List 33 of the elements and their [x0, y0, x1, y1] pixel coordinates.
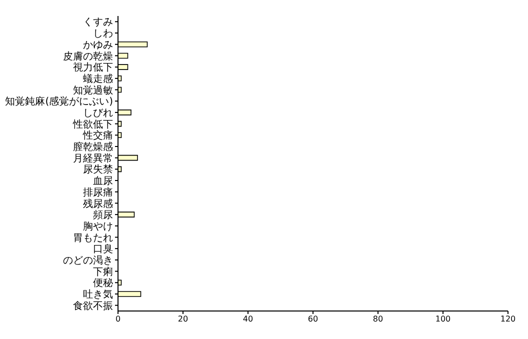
- y-tick-label: 胃もたれ: [73, 232, 113, 244]
- y-tick-label: しわ: [93, 28, 113, 40]
- y-tick-label: 口臭: [93, 243, 113, 256]
- y-tick-label: 排尿痛: [83, 186, 113, 198]
- x-tick-label: 100: [435, 314, 451, 324]
- y-tick-label: かゆみ: [83, 40, 113, 51]
- y-tick-label: 便秘: [93, 278, 113, 290]
- y-tick-label: 胸やけ: [83, 220, 113, 232]
- y-tick-label: 食欲不振: [73, 300, 113, 312]
- y-tick-label: 膣乾燥感: [73, 141, 113, 154]
- y-tick-label: 残尿感: [83, 198, 113, 210]
- y-tick-label: 血尿: [93, 175, 113, 188]
- x-tick-label: 80: [372, 314, 384, 324]
- x-tick-label: 120: [500, 314, 516, 324]
- x-tick-label: 0: [115, 314, 121, 324]
- y-tick-label: のどの渇き: [63, 254, 113, 266]
- y-tick-label: 知覚鈍麻(感覚がにぶい): [5, 96, 114, 108]
- y-tick-label: しびれ: [83, 108, 113, 119]
- x-tick-label: 60: [308, 314, 318, 324]
- y-tick-label: 知覚過敏: [73, 84, 113, 96]
- y-tick-label: 下痢: [93, 266, 113, 278]
- x-tick-label: 40: [242, 314, 254, 324]
- y-tick-label: くすみ: [83, 17, 113, 28]
- y-tick-label: 蟻走感: [83, 72, 113, 85]
- y-tick-label: 性交痛: [82, 130, 113, 142]
- x-tick-label: 20: [178, 314, 188, 324]
- y-tick-label: 尿失禁: [83, 164, 113, 176]
- y-tick-label: 皮膚の乾燥: [63, 50, 113, 62]
- y-tick-label: 性欲低下: [72, 118, 113, 130]
- y-tick-label: 月経異常: [73, 152, 113, 164]
- y-tick-label: 頻尿: [93, 209, 113, 222]
- y-tick-label: 吐き気: [83, 288, 113, 301]
- y-tick-label: 視力低下: [73, 62, 113, 74]
